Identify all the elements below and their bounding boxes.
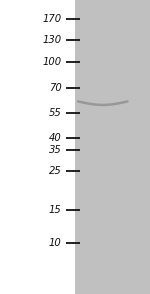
Text: 170: 170: [42, 14, 62, 24]
Text: 35: 35: [49, 145, 61, 155]
Text: 100: 100: [42, 57, 62, 67]
Text: 10: 10: [49, 238, 61, 248]
Bar: [75, 0, 150, 294]
Text: 25: 25: [49, 166, 61, 176]
Text: 130: 130: [42, 35, 62, 45]
Text: 40: 40: [49, 133, 61, 143]
Text: 70: 70: [49, 83, 61, 93]
Text: 55: 55: [49, 108, 61, 118]
Text: 15: 15: [49, 205, 61, 215]
